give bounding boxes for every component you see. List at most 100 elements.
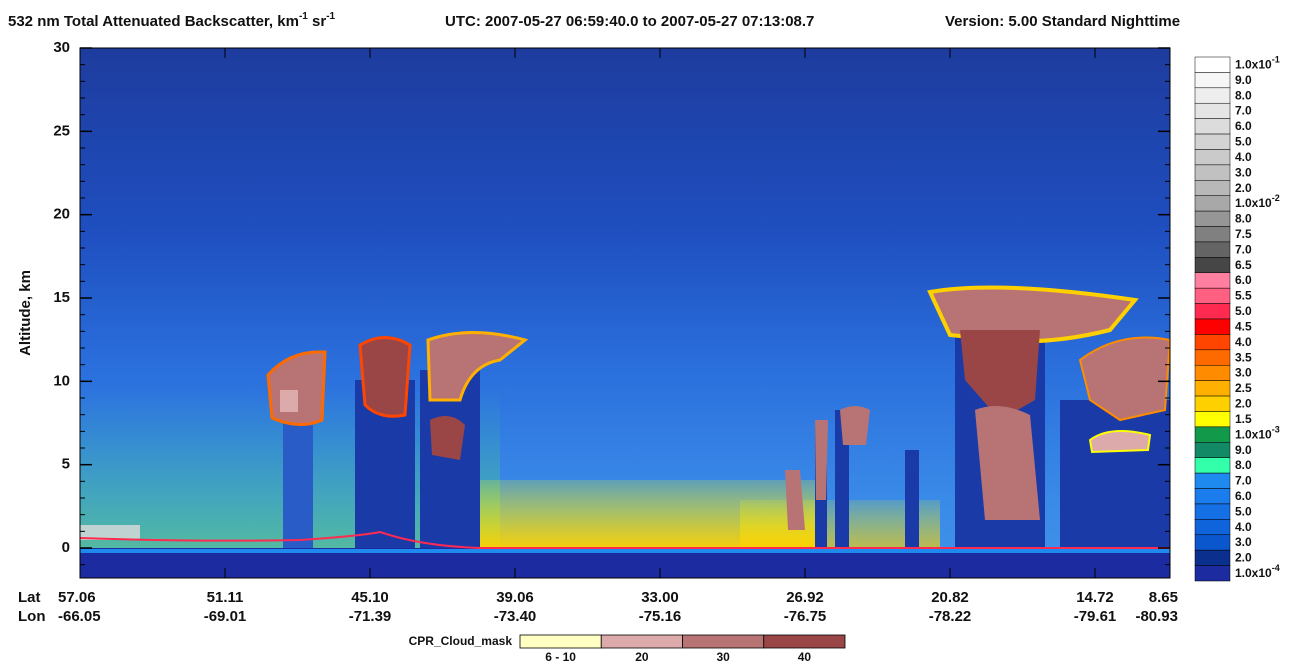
colorbar-label-base: 2.0 bbox=[1235, 551, 1252, 565]
colorbar-swatch bbox=[1194, 380, 1231, 397]
colorbar-label-base: 4.0 bbox=[1235, 520, 1252, 534]
cloud-mask-swatch bbox=[519, 634, 602, 649]
colorbar-label: 5.0 bbox=[1235, 505, 1252, 519]
colorbar-label-base: 6.5 bbox=[1235, 258, 1252, 272]
title-text: 532 nm Total Attenuated Backscatter, km bbox=[8, 13, 299, 30]
colorbar-label: 4.0 bbox=[1235, 520, 1252, 534]
lat-label: 8.65 bbox=[1149, 589, 1178, 606]
colorbar-label-base: 9.0 bbox=[1235, 73, 1252, 87]
colorbar-label: 1.0x10-4 bbox=[1235, 563, 1280, 580]
colorbar-label: 9.0 bbox=[1235, 73, 1252, 87]
colorbar-label: 8.0 bbox=[1235, 212, 1252, 226]
colorbar-label-base: 1.0x10 bbox=[1235, 58, 1272, 72]
title-superscript: -1 bbox=[326, 11, 335, 22]
colorbar-label: 7.0 bbox=[1235, 243, 1252, 257]
colorbar-swatch bbox=[1194, 503, 1231, 520]
colorbar-label: 1.0x10-3 bbox=[1235, 425, 1280, 442]
colorbar-label: 5.5 bbox=[1235, 289, 1252, 303]
colorbar-label-base: 8.0 bbox=[1235, 458, 1252, 472]
colorbar-label: 3.0 bbox=[1235, 166, 1252, 180]
lon-label: -75.16 bbox=[639, 608, 682, 625]
colorbar-label-base: 1.0x10 bbox=[1235, 566, 1272, 580]
colorbar-label-base: 4.0 bbox=[1235, 335, 1252, 349]
colorbar-label: 6.0 bbox=[1235, 119, 1252, 133]
colorbar-swatch bbox=[1194, 364, 1231, 381]
y-tick-label: 0 bbox=[62, 539, 70, 556]
lon-label: -69.01 bbox=[204, 608, 247, 625]
lon-label: -78.22 bbox=[929, 608, 972, 625]
colorbar-swatch bbox=[1194, 519, 1231, 536]
cloud-mask-label: 30 bbox=[716, 650, 730, 664]
colorbar-label: 3.5 bbox=[1235, 350, 1252, 364]
colorbar-swatch bbox=[1194, 334, 1231, 351]
colorbar-label-base: 6.0 bbox=[1235, 489, 1252, 503]
colorbar-swatch bbox=[1194, 118, 1231, 135]
colorbar-label: 7.5 bbox=[1235, 227, 1252, 241]
colorbar-swatch bbox=[1194, 488, 1231, 505]
y-tick-label: 15 bbox=[53, 289, 70, 306]
colorbar-label: 4.0 bbox=[1235, 150, 1252, 164]
colorbar-label: 3.0 bbox=[1235, 366, 1252, 380]
colorbar-label-base: 3.0 bbox=[1235, 166, 1252, 180]
lon-label: -80.93 bbox=[1135, 608, 1178, 625]
colorbar-label: 8.0 bbox=[1235, 88, 1252, 102]
title-text: sr bbox=[308, 13, 327, 30]
colorbar-swatch bbox=[1194, 287, 1231, 304]
x-axis: 57.06 -66.05 51.11 -69.01 45.10 -71.39 39.06 -7… bbox=[58, 48, 1178, 625]
colorbar-label-base: 7.0 bbox=[1235, 104, 1252, 118]
colorbar-label-base: 7.5 bbox=[1235, 227, 1252, 241]
colorbar-label: 6.0 bbox=[1235, 273, 1252, 287]
cloud-mask-title: CPR_Cloud_mask bbox=[409, 634, 513, 648]
cloud-mask-legend: CPR_Cloud_mask 6 - 10 20 30 40 bbox=[409, 634, 846, 664]
lat-label: 57.06 bbox=[58, 589, 96, 606]
lat-label: 26.92 bbox=[786, 589, 824, 606]
colorbar-label-base: 3.5 bbox=[1235, 350, 1252, 364]
colorbar-label-base: 5.0 bbox=[1235, 505, 1252, 519]
colorbar-label-base: 7.0 bbox=[1235, 474, 1252, 488]
colorbar-swatch bbox=[1194, 534, 1231, 551]
y-tick-label: 10 bbox=[53, 372, 70, 389]
colorbar-swatch bbox=[1194, 195, 1231, 212]
colorbar-label: 2.0 bbox=[1235, 397, 1252, 411]
utc-range: UTC: 2007-05-27 06:59:40.0 to 2007-05-27… bbox=[445, 13, 814, 30]
colorbar-label: 8.0 bbox=[1235, 458, 1252, 472]
y-tick-label: 20 bbox=[53, 206, 70, 223]
lon-label: -73.40 bbox=[494, 608, 537, 625]
lat-label: 20.82 bbox=[931, 589, 969, 606]
colorbar-swatch bbox=[1194, 426, 1231, 443]
colorbar-swatch bbox=[1194, 226, 1231, 243]
x-row-name: Lon bbox=[18, 608, 46, 625]
colorbar-label-base: 5.5 bbox=[1235, 289, 1252, 303]
colorbar-swatch bbox=[1194, 472, 1231, 489]
colorbar-label-base: 4.0 bbox=[1235, 150, 1252, 164]
colorbar-label-base: 8.0 bbox=[1235, 212, 1252, 226]
colorbar-swatch bbox=[1194, 72, 1231, 89]
colorbar-label-base: 3.0 bbox=[1235, 366, 1252, 380]
lat-label: 39.06 bbox=[496, 589, 534, 606]
y-axis-label: Altitude, km bbox=[17, 270, 34, 356]
colorbar-label-base: 2.0 bbox=[1235, 181, 1252, 195]
colorbar-label: 2.0 bbox=[1235, 181, 1252, 195]
colorbar: 1.0x10-19.08.07.06.05.04.03.02.01.0x10-2… bbox=[1194, 55, 1280, 582]
colorbar-label-base: 4.5 bbox=[1235, 320, 1252, 334]
plot-frame bbox=[79, 47, 1171, 579]
colorbar-label-base: 1.0x10 bbox=[1235, 428, 1272, 442]
lon-label: -79.61 bbox=[1074, 608, 1117, 625]
colorbar-label: 6.5 bbox=[1235, 258, 1252, 272]
backscatter-image bbox=[80, 48, 1170, 578]
colorbar-label-base: 5.0 bbox=[1235, 304, 1252, 318]
colorbar-swatch bbox=[1194, 272, 1231, 289]
colorbar-swatch bbox=[1194, 210, 1231, 227]
colorbar-label: 1.0x10-2 bbox=[1235, 194, 1280, 211]
colorbar-label-base: 8.0 bbox=[1235, 88, 1252, 102]
colorbar-label: 5.0 bbox=[1235, 304, 1252, 318]
colorbar-label-base: 9.0 bbox=[1235, 443, 1252, 457]
y-tick-label: 25 bbox=[53, 122, 70, 139]
colorbar-label-base: 1.5 bbox=[1235, 412, 1252, 426]
lat-label: 14.72 bbox=[1076, 589, 1114, 606]
colorbar-label: 6.0 bbox=[1235, 489, 1252, 503]
colorbar-swatch bbox=[1194, 133, 1231, 150]
lat-label: 51.11 bbox=[207, 589, 244, 606]
cloud-mask-swatch bbox=[600, 634, 683, 649]
